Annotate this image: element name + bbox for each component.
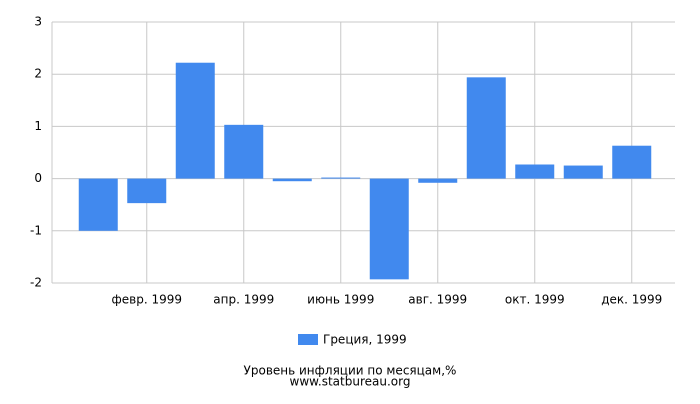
y-tick-label: 0	[34, 171, 42, 185]
chart-subtitle: www.statbureau.org	[290, 375, 411, 389]
bar	[127, 178, 167, 204]
legend-swatch	[298, 334, 318, 345]
y-tick-label: 3	[34, 15, 42, 29]
x-tick-label: июнь 1999	[307, 293, 374, 307]
y-tick-label: 1	[34, 119, 42, 133]
bar	[563, 165, 603, 179]
x-tick-label: апр. 1999	[213, 293, 274, 307]
bar	[321, 177, 361, 179]
chart-title: Уровень инфляции по месяцам,%	[244, 364, 457, 378]
bar	[466, 77, 506, 179]
bar	[369, 178, 409, 280]
x-tick-label: окт. 1999	[505, 293, 565, 307]
bar	[612, 145, 652, 179]
bar	[224, 124, 264, 179]
y-tick-label: -1	[30, 223, 42, 237]
bar	[418, 178, 458, 183]
bar	[175, 62, 215, 179]
bar	[78, 178, 118, 231]
x-tick-label: дек. 1999	[601, 293, 662, 307]
y-tick-label: 2	[34, 67, 42, 81]
y-tick-label: -2	[30, 276, 42, 290]
x-tick-label: авг. 1999	[408, 293, 467, 307]
legend-label: Греция, 1999	[323, 333, 407, 347]
x-tick-label: февр. 1999	[112, 293, 183, 307]
bar	[272, 178, 312, 182]
bar	[515, 164, 555, 179]
